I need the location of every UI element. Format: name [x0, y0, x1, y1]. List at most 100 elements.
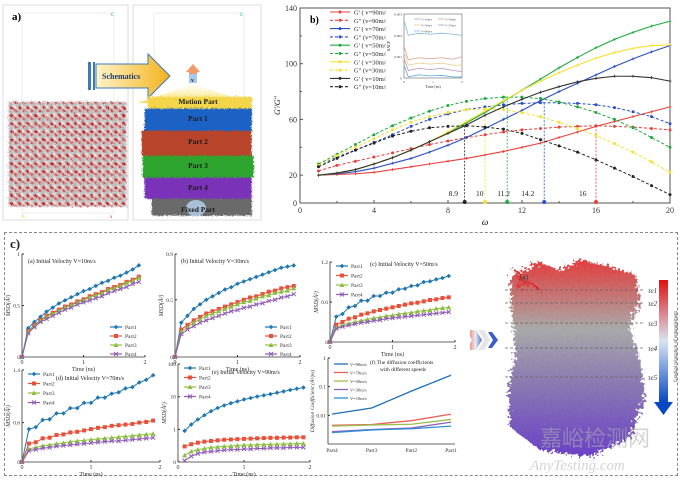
data-point	[557, 125, 561, 129]
data-point	[428, 298, 432, 302]
data-point	[33, 424, 39, 430]
y-tick-label: 1.4	[13, 368, 20, 374]
data-point	[267, 441, 273, 447]
amorphous-molecular-system	[7, 100, 125, 205]
data-point	[365, 311, 370, 316]
data-point	[354, 143, 357, 146]
data-point	[241, 305, 247, 311]
data-point	[235, 399, 240, 404]
data-point	[371, 309, 376, 314]
data-point	[378, 308, 382, 312]
data-point	[215, 405, 220, 411]
legend-label: V=10m/s	[350, 396, 367, 401]
crossover-label: 16	[579, 189, 587, 198]
legend-marker	[338, 18, 342, 22]
data-point	[391, 128, 394, 132]
series-V10ms	[331, 425, 452, 434]
data-point	[650, 160, 653, 164]
data-point	[228, 400, 234, 406]
data-point	[116, 390, 121, 395]
inset-x-tick-label: 2	[461, 80, 463, 84]
data-point	[502, 108, 505, 112]
data-point	[87, 297, 93, 303]
data-point	[222, 287, 228, 292]
data-point	[203, 313, 209, 318]
series-9	[317, 124, 672, 197]
data-point	[352, 321, 358, 327]
x-tick-label: 12	[518, 206, 526, 215]
data-point	[502, 99, 505, 103]
data-point	[216, 313, 222, 319]
legend-marker	[338, 68, 342, 72]
data-point	[137, 380, 142, 385]
data-point	[109, 391, 114, 396]
data-point	[288, 435, 293, 440]
data-point	[631, 126, 635, 130]
series-line	[318, 125, 671, 172]
legend-label: G' ( v=70m/s)	[354, 26, 390, 33]
data-point	[99, 290, 105, 296]
data-point	[99, 280, 105, 286]
crossover-label: 8.9	[449, 189, 459, 198]
data-point	[61, 443, 66, 448]
data-point	[291, 291, 297, 297]
data-point	[428, 140, 431, 144]
data-point	[242, 436, 246, 441]
data-point	[371, 318, 377, 324]
data-point	[520, 95, 524, 99]
data-point	[576, 101, 579, 105]
data-point	[109, 423, 114, 428]
data-point	[287, 441, 293, 446]
data-point	[613, 166, 616, 170]
x-tick-label: 0	[21, 465, 24, 471]
data-point	[33, 447, 39, 452]
panel-g-label: (g)	[520, 273, 529, 281]
data-point	[197, 302, 203, 307]
data-point	[74, 438, 80, 443]
data-point	[428, 126, 431, 130]
data-point	[255, 436, 260, 441]
data-point	[613, 37, 616, 41]
legend-marker	[31, 400, 37, 405]
data-point	[668, 128, 672, 132]
data-point	[483, 105, 487, 109]
legend-label: G' ( v=10m/s)	[354, 76, 390, 83]
y-tick-label: 10	[171, 395, 177, 401]
series-Part3	[19, 431, 156, 464]
data-point	[650, 76, 653, 80]
data-point	[116, 438, 121, 444]
data-point	[235, 301, 240, 307]
data-point	[281, 445, 286, 451]
data-point	[631, 110, 635, 114]
data-point	[74, 302, 80, 307]
legend-label: Part1	[125, 325, 137, 331]
data-point	[650, 50, 653, 54]
inset-legend-label: V=30m/s	[445, 17, 457, 21]
data-point	[650, 136, 653, 140]
data-point	[191, 320, 197, 325]
data-point	[261, 436, 266, 441]
data-point	[228, 443, 234, 448]
data-point	[241, 299, 247, 305]
x-tick-label: Part3	[366, 448, 378, 454]
y-tick-label: 20	[289, 171, 297, 180]
data-point	[253, 302, 259, 307]
inset-y-tick-label: 0	[400, 77, 402, 81]
data-point	[235, 447, 240, 452]
data-point	[668, 193, 672, 197]
data-point	[216, 290, 222, 296]
data-point	[428, 117, 431, 121]
data-point	[358, 320, 364, 326]
data-point	[202, 439, 207, 444]
chart-title: (c) Initial Velocity V=50m/s	[370, 261, 438, 268]
legend-marker	[338, 60, 342, 64]
data-point	[123, 422, 128, 427]
data-point	[483, 113, 487, 117]
data-point	[222, 311, 228, 316]
data-point	[415, 283, 420, 288]
data-point	[668, 79, 672, 83]
data-point	[327, 339, 333, 345]
data-point	[594, 110, 598, 114]
